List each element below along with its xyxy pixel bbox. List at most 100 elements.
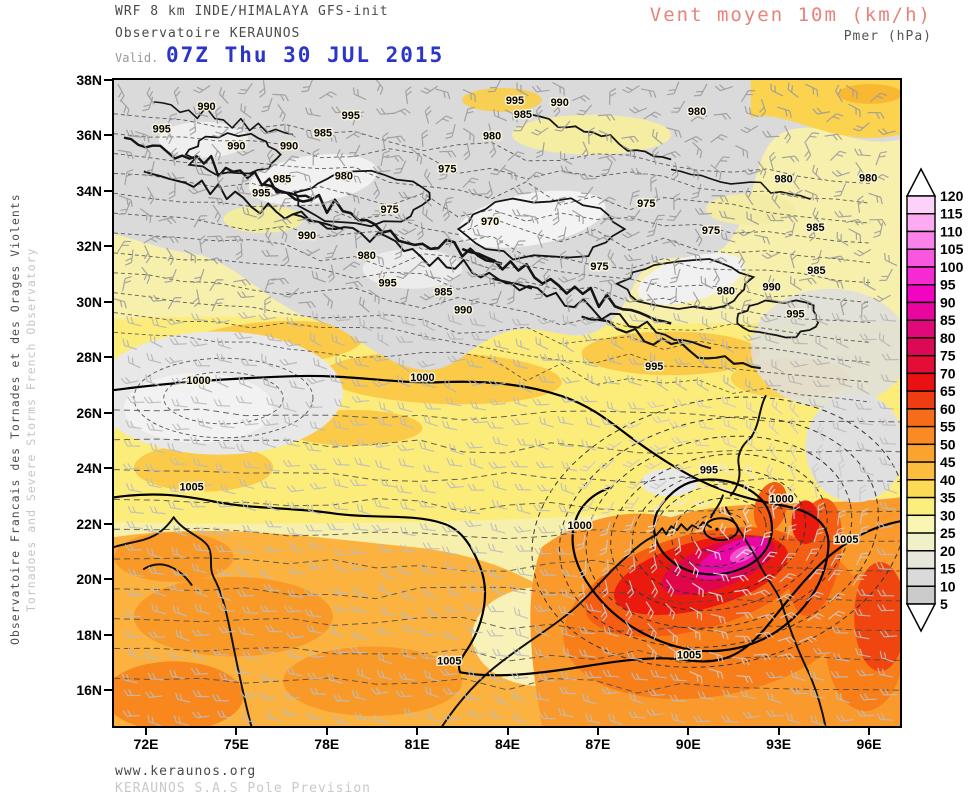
isobar-label: 990 [227,141,245,153]
colorbar-level-label: 15 [940,561,956,577]
lat-axis-label: 26N [76,404,102,421]
colorbar-cell [906,496,936,517]
isobar-label: 980 [483,131,501,143]
lat-axis-label: 24N [76,460,102,477]
colorbar-level-label: 80 [940,330,956,346]
isobar-label: 995 [786,309,804,321]
isobar-label: 970 [481,216,499,228]
colorbar-cell [906,550,936,570]
lat-tick-mark [104,633,112,636]
isobar-label: 990 [763,282,781,294]
wind-fill-regions [114,80,900,726]
colorbar-cell [906,532,936,552]
isobar-label: 1005 [179,481,203,493]
isobar-label: 990 [298,230,316,242]
isobar-label: 990 [551,97,569,109]
isobar-label: 1000 [567,520,591,532]
organisation-title: Observatoire KERAUNOS [115,26,301,41]
colorbar-cell [906,337,936,357]
lat-tick-mark [104,688,112,691]
lat-axis-label: 22N [76,515,102,532]
isobar-label: 990 [454,305,472,317]
lat-axis-label: 36N [76,127,102,144]
lat-tick-mark [104,356,112,359]
valid-label: Valid. [115,51,159,65]
isobar-label: 995 [153,124,171,136]
colorbar-cell [906,585,936,605]
colorbar-arrow-top [905,167,937,197]
lat-axis-label: 34N [76,182,102,199]
map-frame: 990 995 995 985 990 990 995 990 985 980 975 980 985 9… [112,78,902,728]
lon-axis-label: 78E [314,736,340,752]
isobar-label: 980 [335,170,353,182]
colorbar-level-label: 65 [940,383,956,399]
parameter-title: Vent moyen 10m (km/h) [649,4,932,26]
colorbar-cell [906,283,936,304]
colorbar-arrow-bottom [905,603,937,633]
isobar-label: 975 [590,261,608,273]
lon-tick-mark [506,728,509,735]
colorbar-level-label: 90 [940,294,956,310]
isobar-label: 980 [358,250,376,262]
wind-barbs-layer [114,80,899,726]
lon-tick-mark [416,728,419,735]
colorbar-level-label: 5 [940,596,948,612]
isobar-label: 980 [717,286,735,298]
colorbar-cell [906,319,936,339]
isobar-label: 985 [807,265,825,277]
colorbar-level-label: 70 [940,365,956,381]
lon-tick-mark [868,728,870,735]
colorbar-level-label: 45 [940,454,956,470]
isobar-label: 975 [438,163,456,175]
colorbar-level-label: 115 [940,206,963,222]
isobar-label: 980 [859,172,877,184]
colorbar-level-label: 55 [940,419,956,435]
lat-axis-label: 38N [76,72,102,88]
isobar-label: 1005 [677,649,701,661]
colorbar-cell [906,514,936,534]
colorbar-level-label: 60 [940,401,956,417]
isobar-label: 985 [434,287,452,299]
colorbar-level-label: 20 [940,543,956,559]
colorbar-cell [906,479,936,499]
lat-tick-mark [104,522,112,525]
isobar-label: 1000 [769,493,793,505]
footer-company: KERAUNOS S.A.S Pole Prevision [115,781,371,796]
isobar-label: 1000 [186,375,210,387]
colorbar-cell [906,354,936,375]
colorbar-level-label: 95 [940,277,956,293]
isobar-label: 975 [702,225,720,237]
colorbar-cell [906,443,936,463]
lat-axis-label: 30N [76,293,102,310]
colorbar-level-label: 75 [940,348,956,364]
colorbar-cell [906,408,936,428]
sidebar-brand-english: Tornadoes and Severe Storms French Obser… [24,247,38,613]
footer-url: www.keraunos.org [115,764,257,779]
colorbar-cell [906,425,936,446]
lat-axis-label: 16N [76,681,102,698]
lat-tick-mark [104,134,112,137]
lon-tick-mark [235,728,238,735]
isobar-label: 975 [637,198,655,210]
lat-tick-mark [104,411,112,414]
colorbar-level-label: 110 [940,224,963,240]
isobar-label: 1005 [437,655,461,667]
dashed-isobars-north [114,113,871,403]
colorbar-cell [906,461,936,481]
isobar-label: 995 [700,465,718,477]
colorbar-cell [906,248,936,268]
lon-tick-mark [687,728,690,735]
colorbar-level-label: 105 [940,241,964,257]
isobar-label: 980 [688,106,706,118]
colorbar-cell [906,372,936,392]
isobar-label: 990 [197,101,215,113]
sidebar-brand-french: Observatoire Francais des Tornades et de… [8,193,22,645]
isobar-label: 985 [314,128,332,140]
lat-tick-mark [104,189,112,192]
colorbar-cell [906,567,936,587]
lat-tick-mark [104,300,112,303]
isobar-label: 995 [645,361,663,373]
colorbar-level-label: 10 [940,578,956,594]
lat-tick-mark [104,578,112,581]
